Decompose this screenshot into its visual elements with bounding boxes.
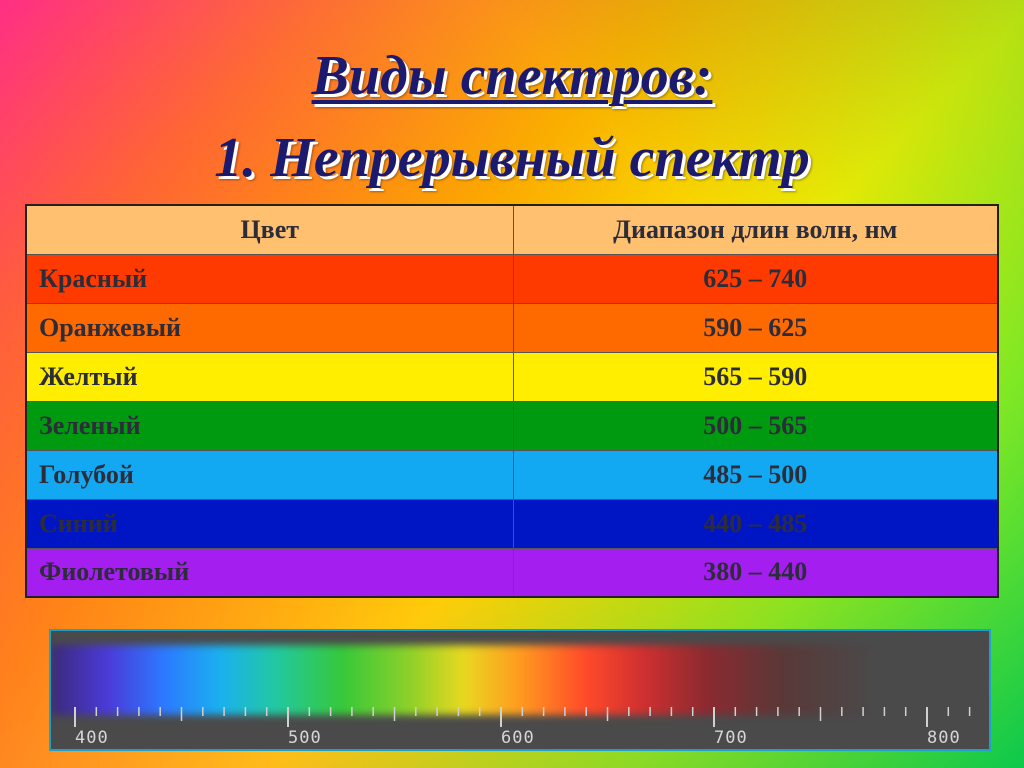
wavelength-range-cell: 485 – 500 — [512, 449, 999, 500]
ruler-label: 700 — [714, 728, 748, 748]
spectrum-gradient — [51, 645, 989, 715]
wavelength-range-cell: 500 – 565 — [512, 400, 999, 451]
table-row: Желтый 565 – 590 — [25, 351, 999, 402]
header-wavelength: Диапазон длин волн, нм — [512, 204, 999, 255]
table-row: Красный 625 – 740 — [25, 253, 999, 304]
table-row: Оранжевый 590 – 625 — [25, 302, 999, 353]
slide-subtitle: 1. Непрерывный спектр — [214, 127, 810, 189]
color-name-cell: Оранжевый — [25, 302, 514, 353]
table-header-row: Цвет Диапазон длин волн, нм — [25, 204, 999, 255]
ruler-label: 500 — [288, 728, 322, 748]
wavelength-ruler: 400 500 600 700 800 — [51, 705, 989, 749]
color-name-cell: Зеленый — [25, 400, 514, 451]
wavelength-range-cell: 565 – 590 — [512, 351, 999, 402]
wavelength-range-cell: 625 – 740 — [512, 253, 999, 304]
wavelength-range-cell: 440 – 485 — [512, 498, 999, 549]
table-row: Синий 440 – 485 — [25, 498, 999, 549]
wavelength-range-cell: 590 – 625 — [512, 302, 999, 353]
ruler-ticks — [74, 707, 971, 727]
color-name-cell: Фиолетовый — [25, 547, 514, 598]
header-color: Цвет — [25, 204, 514, 255]
color-name-cell: Красный — [25, 253, 514, 304]
wavelength-range-cell: 380 – 440 — [512, 547, 999, 598]
ruler-label: 600 — [501, 728, 535, 748]
ruler-label: 800 — [927, 728, 961, 748]
slide-title: Виды спектров: — [311, 45, 713, 107]
spectrum-table: Цвет Диапазон длин волн, нм Красный 625 –… — [25, 204, 999, 598]
spectrum-image: 400 500 600 700 800 — [49, 629, 991, 751]
color-name-cell: Желтый — [25, 351, 514, 402]
color-name-cell: Голубой — [25, 449, 514, 500]
ruler-label: 400 — [75, 728, 109, 748]
table-row: Голубой 485 – 500 — [25, 449, 999, 500]
color-name-cell: Синий — [25, 498, 514, 549]
table-row: Фиолетовый 380 – 440 — [25, 547, 999, 598]
table-row: Зеленый 500 – 565 — [25, 400, 999, 451]
